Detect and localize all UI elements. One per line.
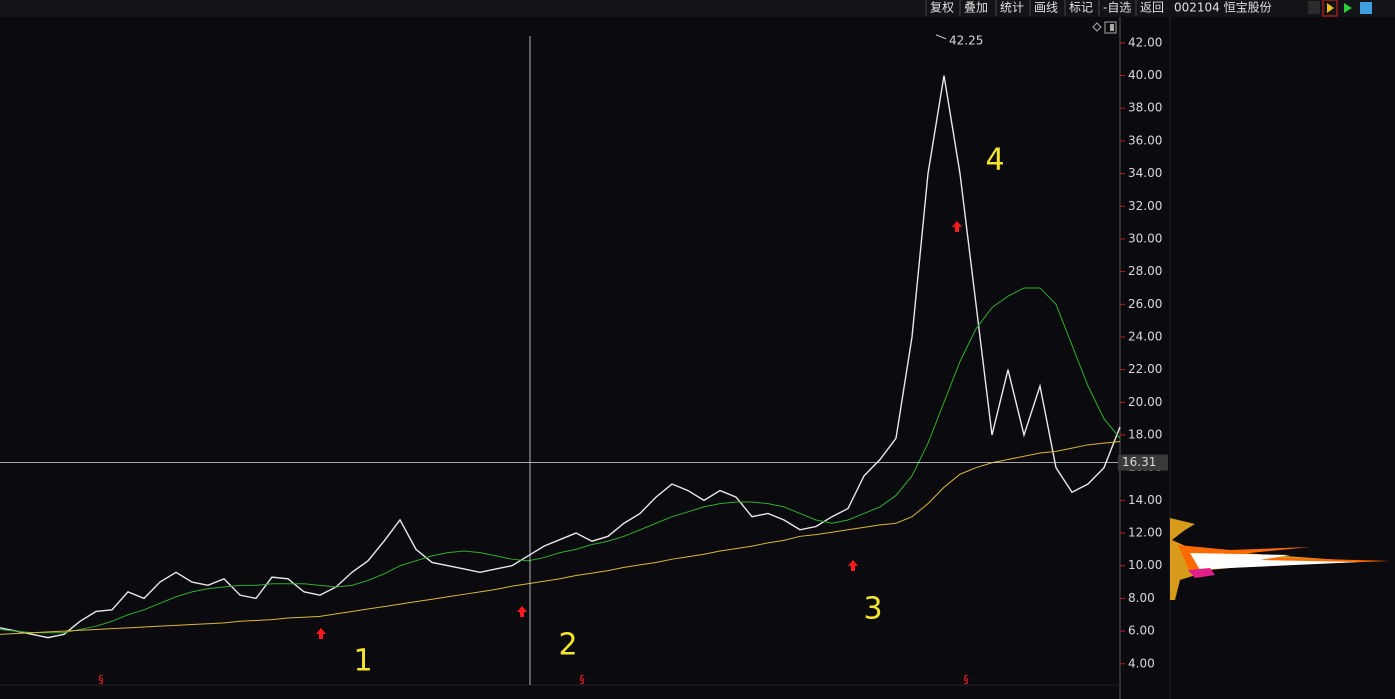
toolbar-button[interactable]: -自选	[1103, 1, 1131, 15]
annotation: §	[579, 673, 585, 686]
toolbar-button[interactable]: 复权	[930, 1, 954, 15]
y-tick-label: 4.00	[1128, 656, 1155, 670]
high-label: 42.25	[949, 33, 983, 47]
y-tick-label: 34.00	[1128, 166, 1162, 180]
y-tick-label: 30.00	[1128, 231, 1162, 245]
volume-profile	[1170, 518, 1390, 600]
y-tick-label: 6.00	[1128, 624, 1155, 638]
arrow	[316, 628, 326, 639]
price-line	[0, 75, 1121, 639]
toolbar-button[interactable]: 统计	[1000, 1, 1024, 15]
toolbar-button[interactable]: 叠加	[964, 1, 988, 15]
icon[interactable]	[1322, 0, 1338, 17]
annotation: 2	[558, 628, 577, 663]
annotation: 1	[353, 644, 372, 679]
icon[interactable]	[1092, 22, 1102, 32]
toolbar-button[interactable]: 返回	[1140, 1, 1164, 15]
profile-shape	[1190, 553, 1360, 570]
icon	[1110, 24, 1114, 31]
y-tick-label: 10.00	[1128, 558, 1162, 572]
arrow	[848, 560, 858, 571]
y-tick-label: 42.00	[1128, 35, 1162, 49]
crosshair-label: 16.31	[1122, 455, 1156, 469]
icon[interactable]	[1308, 1, 1320, 14]
high-pointer	[935, 34, 947, 40]
icon[interactable]	[1327, 3, 1334, 13]
price-line	[0, 287, 1121, 634]
icon[interactable]	[1344, 3, 1352, 13]
icon[interactable]	[1360, 2, 1372, 14]
toolbar-bar	[0, 0, 1395, 17]
arrow	[952, 221, 962, 232]
y-tick-label: 14.00	[1128, 493, 1162, 507]
stock-name: 002104 恒宝股份	[1174, 1, 1272, 15]
y-tick-label: 18.00	[1128, 428, 1162, 442]
signal-arrows	[316, 221, 962, 639]
y-tick-label: 8.00	[1128, 591, 1155, 605]
icon[interactable]	[1104, 21, 1117, 34]
y-tick-label: 20.00	[1128, 395, 1162, 409]
profile-shape	[1188, 568, 1215, 578]
y-tick-label: 24.00	[1128, 329, 1162, 343]
price-line	[0, 441, 1121, 635]
toolbar-button[interactable]: 画线	[1034, 1, 1058, 15]
annotation: 3	[863, 592, 882, 627]
annotation: §	[963, 673, 969, 686]
crosshair-box	[1118, 454, 1168, 471]
y-tick-label: 32.00	[1128, 199, 1162, 213]
y-tick-label: 22.00	[1128, 362, 1162, 376]
y-tick-label: 40.00	[1128, 68, 1162, 82]
arrow	[517, 606, 527, 617]
y-tick-label: 28.00	[1128, 264, 1162, 278]
y-tick-label: 26.00	[1128, 297, 1162, 311]
toolbar: 复权 叠加 统计 画线 标记 -自选 返回 002104 恒宝股份	[925, 0, 1272, 16]
y-tick-label: 38.00	[1128, 101, 1162, 115]
toolbar-button[interactable]: 标记	[1069, 1, 1093, 15]
y-tick-label: 36.00	[1128, 133, 1162, 147]
y-tick-label: 12.00	[1128, 526, 1162, 540]
annotation: §	[98, 673, 104, 686]
annotation: 4	[985, 143, 1004, 178]
